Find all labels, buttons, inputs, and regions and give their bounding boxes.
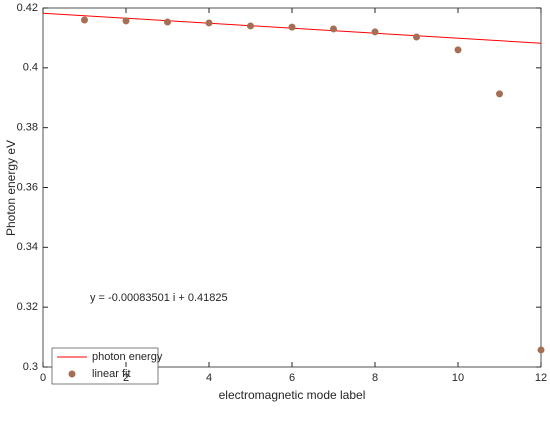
point: [164, 18, 171, 26]
y-axis-label: Photon energy eV: [4, 140, 18, 236]
point: [371, 28, 379, 36]
legend: photon energy linear fit: [51, 347, 163, 385]
x-tick-label: 10: [452, 372, 464, 384]
point: [496, 90, 503, 98]
x-axis-label: electromagnetic mode label: [219, 388, 366, 402]
y-tick-label: 0.3: [23, 361, 38, 373]
y-tick-label: 0.42: [17, 2, 38, 14]
y-tick-label: 0.34: [17, 241, 38, 253]
y-tick-label: 0.38: [17, 122, 38, 134]
legend-box: [51, 347, 159, 385]
point: [330, 25, 337, 33]
x-tick-label: 6: [289, 372, 295, 384]
plot-area: [42, 7, 542, 368]
legend-swatch: [68, 370, 76, 378]
x-tick-label: 2: [123, 372, 129, 384]
x-tick-label: 12: [535, 372, 547, 384]
point: [537, 346, 545, 354]
x-tick-label: 4: [206, 372, 212, 384]
legend-label: linear fit: [92, 368, 131, 380]
point: [413, 33, 420, 41]
y-tick-label: 0.4: [23, 62, 38, 74]
point: [205, 19, 213, 27]
y-tick-label: 0.36: [17, 181, 38, 193]
point: [454, 46, 462, 54]
legend-label: photon energy: [92, 351, 163, 363]
x-tick-label: 0: [40, 372, 46, 384]
point: [288, 23, 296, 31]
point: [247, 22, 254, 30]
annotation: y = -0.00083501 i + 0.41825: [90, 292, 228, 304]
y-tick-label: 0.32: [17, 301, 38, 313]
point: [81, 16, 88, 24]
x-tick-label: 8: [372, 372, 378, 384]
point: [122, 17, 130, 25]
